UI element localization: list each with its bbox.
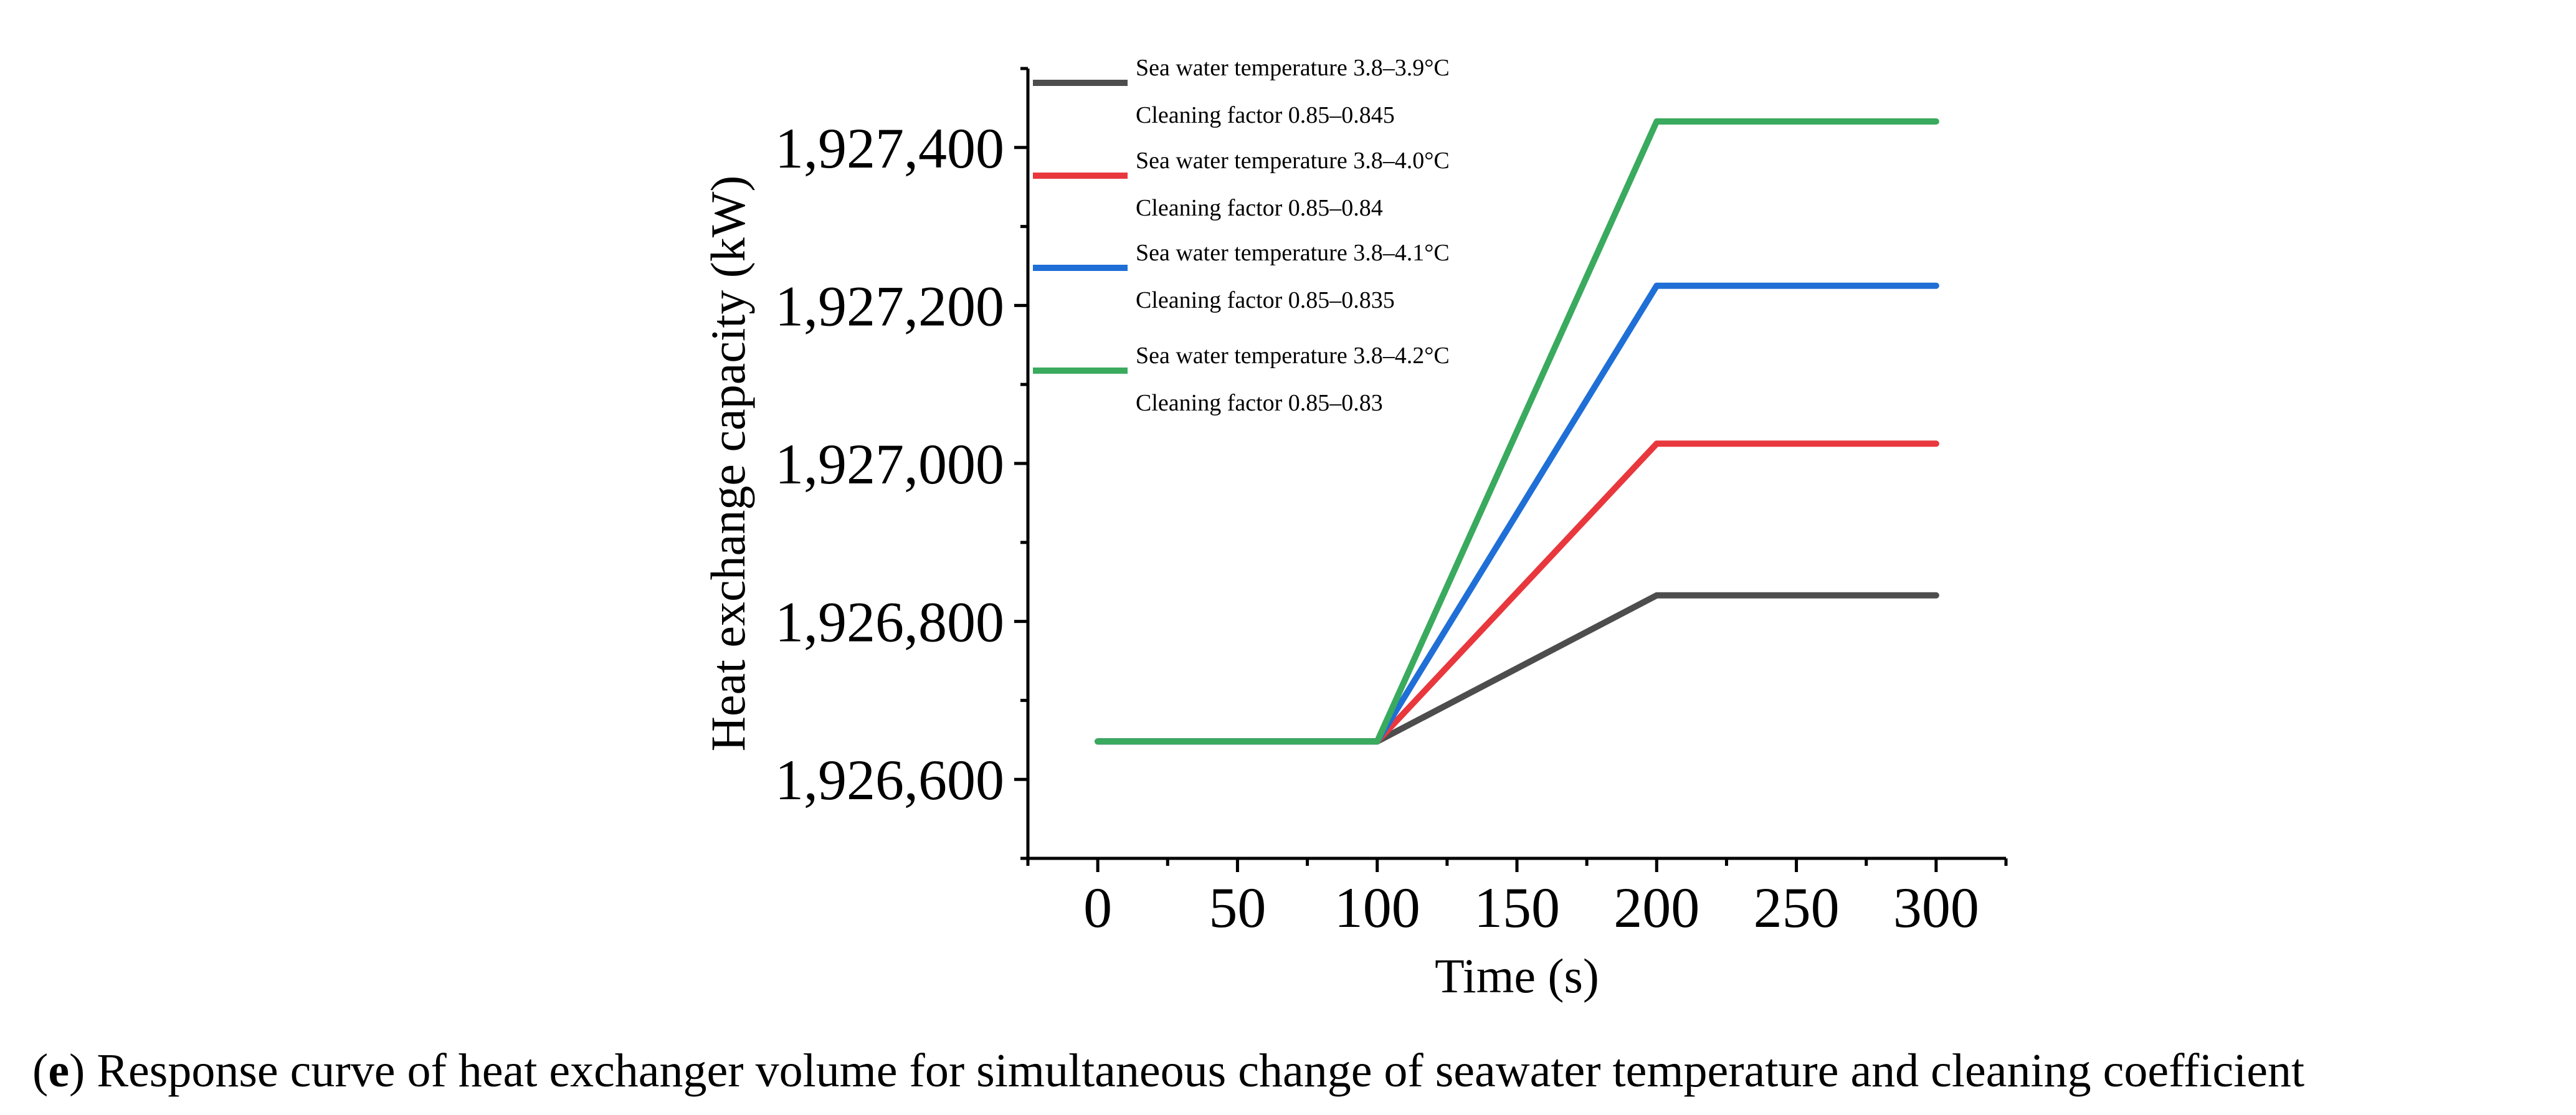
caption-label: e	[48, 1045, 70, 1097]
legend: Sea water temperature 3.8–3.9°C Cleaning …	[1033, 55, 1450, 416]
x-tick-label: 300	[1893, 876, 1979, 939]
x-tick-label: 150	[1474, 876, 1560, 939]
x-tick-label: 0	[1083, 876, 1112, 939]
legend-label-cleaning: Cleaning factor 0.85–0.845	[1136, 102, 1395, 128]
y-tick-label: 1,927,000	[775, 432, 1004, 496]
x-tick-label: 50	[1209, 876, 1266, 939]
legend-label-temperature: Sea water temperature 3.8–4.0°C	[1136, 148, 1450, 174]
legend-label-temperature: Sea water temperature 3.8–4.1°C	[1136, 240, 1450, 266]
y-tick-label: 1,926,800	[775, 591, 1004, 654]
data-series	[1095, 118, 1939, 745]
series-line-4	[1095, 118, 1939, 745]
series-line-1	[1095, 592, 1939, 745]
figure-caption: (e) Response curve of heat exchanger vol…	[32, 1045, 2305, 1097]
legend-label-cleaning: Cleaning factor 0.85–0.84	[1136, 195, 1383, 221]
x-axis-title: Time (s)	[1435, 949, 1599, 1003]
x-tick-label: 250	[1754, 876, 1840, 939]
legend-label-cleaning: Cleaning factor 0.85–0.83	[1136, 390, 1383, 416]
y-axis-title: Heat exchange capacity (kW)	[701, 176, 755, 752]
caption-text: Response curve of heat exchanger volume …	[85, 1045, 2305, 1097]
legend-label-cleaning: Cleaning factor 0.85–0.835	[1136, 287, 1395, 313]
legend-label-temperature: Sea water temperature 3.8–3.9°C	[1136, 55, 1450, 81]
y-tick-label: 1,927,200	[775, 274, 1004, 338]
y-tick-label: 1,926,600	[775, 748, 1004, 812]
ticks: 0 50 100 150 200 250 300 1,926,600 1,926,800 1,92…	[775, 67, 2008, 939]
x-tick-label: 100	[1334, 876, 1420, 939]
y-tick-label: 1,927,400	[775, 116, 1004, 180]
legend-label-temperature: Sea water temperature 3.8–4.2°C	[1136, 343, 1450, 369]
x-tick-label: 200	[1614, 876, 1699, 939]
